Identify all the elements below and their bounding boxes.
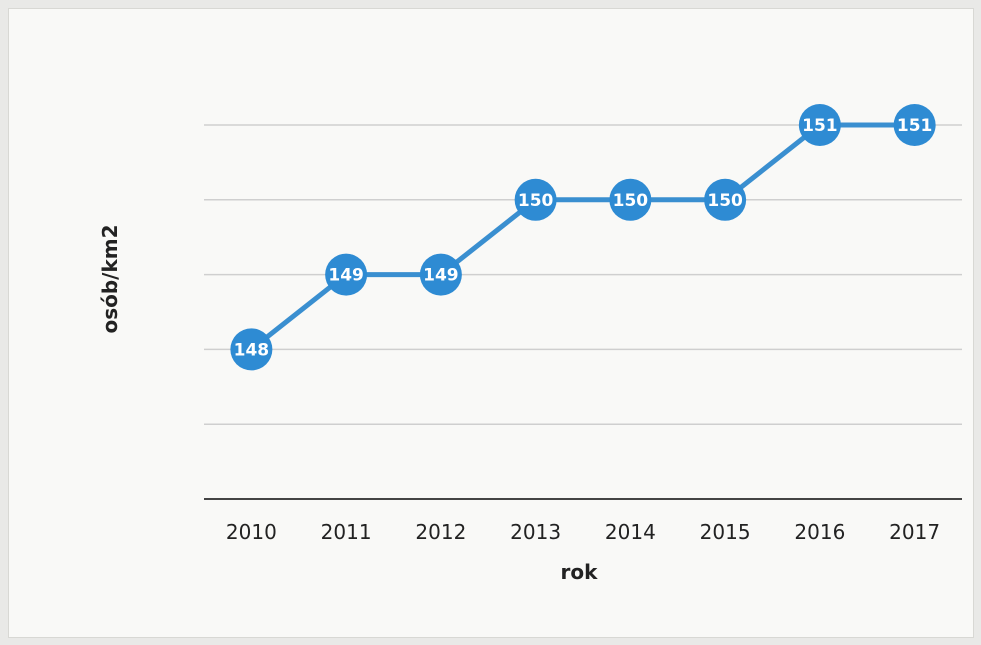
data-point — [893, 104, 936, 146]
x-tick-label: 2013 — [510, 520, 561, 544]
chart-frame: 148 149 149 150 150 150 151 151 2010 2011 2012 201… — [8, 8, 974, 638]
data-point — [704, 178, 747, 221]
data-label: 151 — [802, 116, 838, 136]
data-label: 150 — [518, 191, 554, 211]
data-point — [230, 328, 273, 371]
x-tick-labels: 2010 2011 2012 2013 2014 2015 2016 2017 — [226, 520, 940, 544]
data-label: 149 — [328, 266, 364, 286]
data-point — [325, 253, 368, 296]
markers: 148 149 149 150 150 150 151 151 — [230, 104, 936, 371]
x-axis-title: rok — [561, 560, 599, 584]
data-label: 151 — [897, 116, 933, 136]
data-label: 148 — [234, 340, 270, 360]
x-tick-label: 2014 — [605, 520, 656, 544]
gridlines — [204, 124, 962, 500]
x-tick-label: 2011 — [321, 520, 372, 544]
x-tick-label: 2010 — [226, 520, 277, 544]
data-label: 150 — [613, 191, 649, 211]
series-line-layer — [249, 122, 915, 352]
data-point — [514, 178, 557, 221]
x-tick-label: 2015 — [700, 520, 751, 544]
x-tick-label: 2017 — [889, 520, 940, 544]
data-label: 149 — [423, 266, 459, 286]
x-tick-label: 2012 — [415, 520, 466, 544]
data-point — [798, 104, 841, 146]
data-point — [419, 253, 462, 296]
data-point — [609, 178, 652, 221]
y-axis-title: osób/km2 — [98, 224, 122, 333]
x-tick-label: 2016 — [794, 520, 845, 544]
data-label: 150 — [707, 191, 743, 211]
series-line — [249, 122, 915, 352]
